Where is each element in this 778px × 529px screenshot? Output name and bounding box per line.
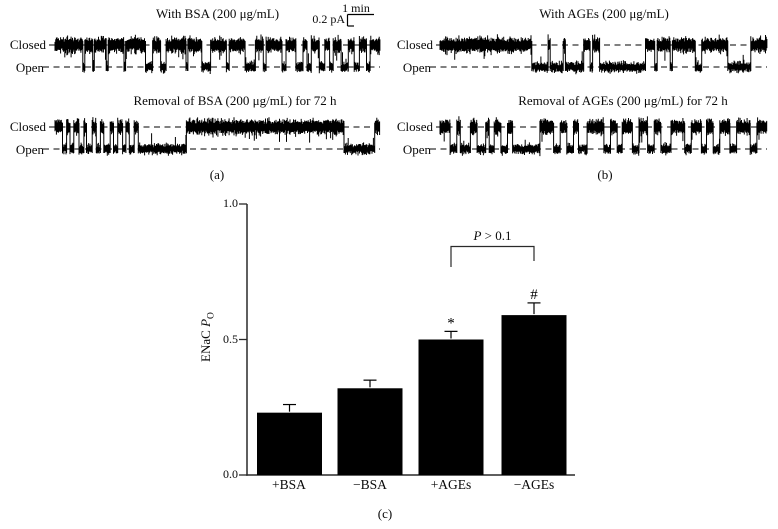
open-level-label: Open	[15, 60, 44, 75]
trace-removal-ages	[430, 116, 768, 157]
panel-label-a: (a)	[209, 167, 225, 182]
bar-chart: *#	[239, 203, 575, 476]
trace-title-removal-ages: Removal of AGEs (200 μg/mL) for 72 h	[518, 93, 728, 108]
bar-3	[501, 315, 567, 475]
channel-trace	[439, 34, 768, 75]
significance-marker: #	[530, 287, 538, 303]
y-tick-label: 0.5	[223, 332, 238, 346]
panel-label-c: (c)	[377, 506, 393, 521]
y-tick-label: 1.0	[223, 196, 238, 210]
trace-with-bsa	[43, 34, 381, 74]
open-level-label: Open	[402, 142, 431, 157]
closed-level-label: Closed	[396, 37, 433, 52]
open-level-label: Open	[15, 142, 44, 157]
closed-level-label: Closed	[396, 119, 433, 134]
trace-removal-bsa	[43, 117, 381, 156]
x-tick-label: −BSA	[353, 477, 387, 492]
bar-0	[257, 412, 322, 475]
scalebar-time-label: 1 min	[342, 1, 370, 15]
panel-label-b: (b)	[597, 167, 613, 182]
closed-level-label: Closed	[9, 119, 46, 134]
open-level-label: Open	[402, 60, 431, 75]
y-axis-label-symbol: P	[198, 318, 213, 327]
y-tick-label: 0.0	[223, 467, 238, 481]
closed-level-label: Closed	[9, 37, 46, 52]
x-tick-label: +AGEs	[430, 477, 472, 492]
bar-1	[337, 388, 403, 475]
significance-bracket	[450, 245, 535, 267]
trace-title-with-bsa: With BSA (200 μg/mL)	[155, 6, 280, 21]
channel-trace	[54, 34, 381, 74]
x-tick-label: +BSA	[272, 477, 306, 492]
traces-layer	[43, 34, 768, 157]
significance-bracket-label: P > 0.1	[450, 229, 535, 242]
y-axis-label-subscript: O	[206, 312, 217, 319]
trace-with-ages	[430, 34, 768, 75]
channel-trace	[54, 117, 381, 156]
scale-bar	[346, 13, 374, 27]
x-tick-label: −AGEs	[513, 477, 555, 492]
trace-title-with-ages: With AGEs (200 μg/mL)	[539, 6, 669, 21]
channel-trace	[439, 116, 768, 157]
significance-marker: *	[447, 315, 455, 331]
significance-p-value: > 0.1	[481, 228, 512, 243]
bar-2	[418, 339, 484, 475]
trace-title-removal-bsa: Removal of BSA (200 μg/mL) for 72 h	[133, 93, 337, 108]
scalebar-amplitude-label: 0.2 pA	[312, 12, 345, 26]
significance-p-symbol: P	[473, 228, 482, 243]
